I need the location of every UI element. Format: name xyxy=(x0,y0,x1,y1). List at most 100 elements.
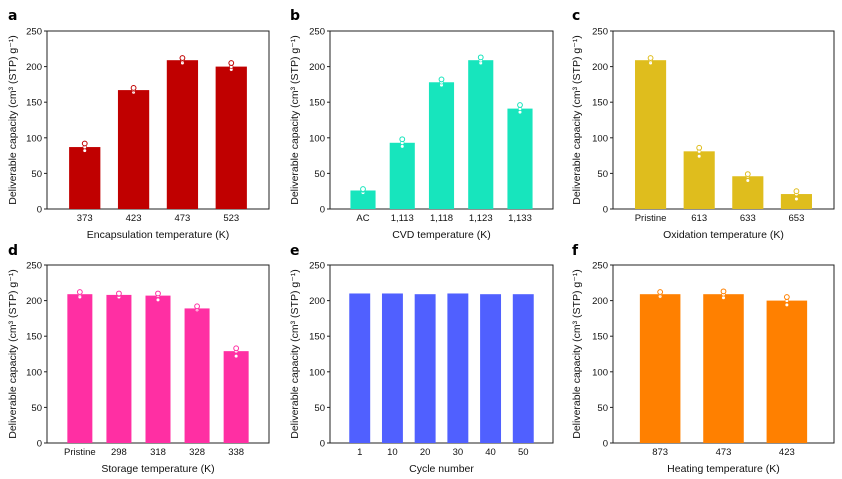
x-tick-label: AC xyxy=(356,213,369,224)
y-tick-label: 100 xyxy=(592,367,608,378)
y-axis-label: Deliverable capacity (cm³ (STP) g⁻¹) xyxy=(289,269,301,439)
replicate-point xyxy=(116,290,122,297)
y-tick-label: 50 xyxy=(31,169,42,180)
replicate-point xyxy=(794,196,799,202)
replicate-point xyxy=(400,144,405,149)
replicate-point xyxy=(657,289,664,295)
y-tick-label: 0 xyxy=(320,439,325,450)
replicate-point xyxy=(233,345,240,352)
bar-873 xyxy=(639,294,681,443)
y-tick-label: 250 xyxy=(26,27,42,38)
x-tick-label: 1 xyxy=(357,447,362,458)
bar-AC xyxy=(350,190,376,209)
replicate-point xyxy=(194,303,200,310)
y-axis-label: Deliverable capacity (cm³ (STP) g⁻¹) xyxy=(7,35,19,205)
x-tick-label: 633 xyxy=(740,213,756,224)
x-tick-label: 873 xyxy=(652,447,668,458)
y-tick-label: 200 xyxy=(26,296,42,307)
y-tick-label: 200 xyxy=(309,62,325,73)
replicate-point xyxy=(360,186,366,192)
bar-1,118 xyxy=(428,82,455,209)
replicate-point xyxy=(647,55,654,61)
y-tick-label: 50 xyxy=(314,403,325,414)
y-axis-label: Deliverable capacity (cm³ (STP) g⁻¹) xyxy=(571,35,583,205)
bar-338 xyxy=(223,351,249,443)
replicate-point xyxy=(793,188,800,195)
bar-50 xyxy=(512,294,534,443)
y-tick-label: 150 xyxy=(592,98,608,109)
replicate-point xyxy=(155,290,161,297)
replicate-point xyxy=(477,54,484,61)
y-axis-label: Deliverable capacity (cm³ (STP) g⁻¹) xyxy=(289,35,301,205)
replicate-point xyxy=(179,55,186,61)
x-tick-label: 1,123 xyxy=(469,213,493,224)
y-tick-label: 0 xyxy=(603,439,608,450)
bar-298 xyxy=(106,294,132,443)
x-tick-label: 473 xyxy=(174,213,190,224)
x-tick-label: 423 xyxy=(126,213,142,224)
replicate-point xyxy=(130,85,137,91)
y-tick-label: 250 xyxy=(309,261,325,272)
y-tick-label: 100 xyxy=(26,367,42,378)
replicate-point xyxy=(783,294,790,300)
y-tick-label: 200 xyxy=(592,296,608,307)
bar-423 xyxy=(117,90,150,209)
bar-10 xyxy=(381,293,403,443)
x-tick-label: 613 xyxy=(691,213,707,224)
bar-473 xyxy=(703,294,744,443)
y-tick-label: 150 xyxy=(26,98,42,109)
x-tick-label: 328 xyxy=(189,447,205,458)
replicate-point xyxy=(228,60,235,66)
x-tick-label: 1,118 xyxy=(430,213,453,224)
x-axis-label: Cycle number xyxy=(409,463,474,475)
bar-653 xyxy=(780,194,812,209)
y-tick-label: 100 xyxy=(26,133,42,144)
replicate-point xyxy=(438,76,445,83)
replicate-point xyxy=(399,136,406,143)
panel-letter: d xyxy=(8,243,18,259)
x-tick-label: 20 xyxy=(420,447,431,458)
y-tick-label: 250 xyxy=(592,261,608,272)
replicate-point xyxy=(76,289,83,295)
x-tick-label: 653 xyxy=(789,213,805,224)
plot-frame xyxy=(329,264,554,444)
y-tick-label: 150 xyxy=(26,332,42,343)
bar-473 xyxy=(166,60,199,209)
replicate-point xyxy=(82,148,87,153)
panel-c: c 0 50 100 150 200 250 Pristine 613 633 653 Oxidati… xyxy=(571,8,835,241)
y-tick-label: 150 xyxy=(309,98,325,109)
bar-1,113 xyxy=(389,142,415,209)
replicate-point xyxy=(234,354,239,359)
x-tick-label: 423 xyxy=(779,447,795,458)
plot-frame xyxy=(612,30,835,210)
panel-e: e 0 50 100 150 200 250 1 10 20 30 40 50 Cycle number D… xyxy=(289,243,554,475)
bar-373 xyxy=(69,147,101,209)
y-tick-label: 50 xyxy=(597,169,608,180)
replicate-point xyxy=(697,154,702,159)
y-tick-label: 250 xyxy=(309,27,325,38)
replicate-point xyxy=(744,171,751,178)
y-tick-label: 50 xyxy=(314,169,325,180)
y-tick-label: 150 xyxy=(309,332,325,343)
y-tick-label: 50 xyxy=(31,403,42,414)
bar-30 xyxy=(447,293,469,443)
y-tick-label: 100 xyxy=(309,133,325,144)
panel-letter: e xyxy=(290,243,300,259)
panel-f: f 0 50 100 150 200 250 873 473 423 Heating tempera… xyxy=(571,243,835,475)
x-tick-label: 1,133 xyxy=(508,213,532,224)
bar-Pristine xyxy=(67,294,93,443)
bar-318 xyxy=(145,295,171,443)
y-tick-label: 0 xyxy=(37,439,42,450)
bar-1,123 xyxy=(468,60,494,209)
y-tick-label: 50 xyxy=(597,403,608,414)
panel-d: d 0 50 100 150 200 250 Pristine 298 318 328 338 Stor… xyxy=(7,243,270,475)
bar-613 xyxy=(683,151,715,209)
panel-letter: f xyxy=(572,243,579,259)
y-tick-label: 200 xyxy=(592,62,608,73)
plot-frame xyxy=(46,30,270,210)
x-tick-label: 318 xyxy=(150,447,166,458)
bar-523 xyxy=(215,66,247,209)
x-tick-label: 30 xyxy=(453,447,464,458)
x-tick-label: Pristine xyxy=(635,213,667,224)
